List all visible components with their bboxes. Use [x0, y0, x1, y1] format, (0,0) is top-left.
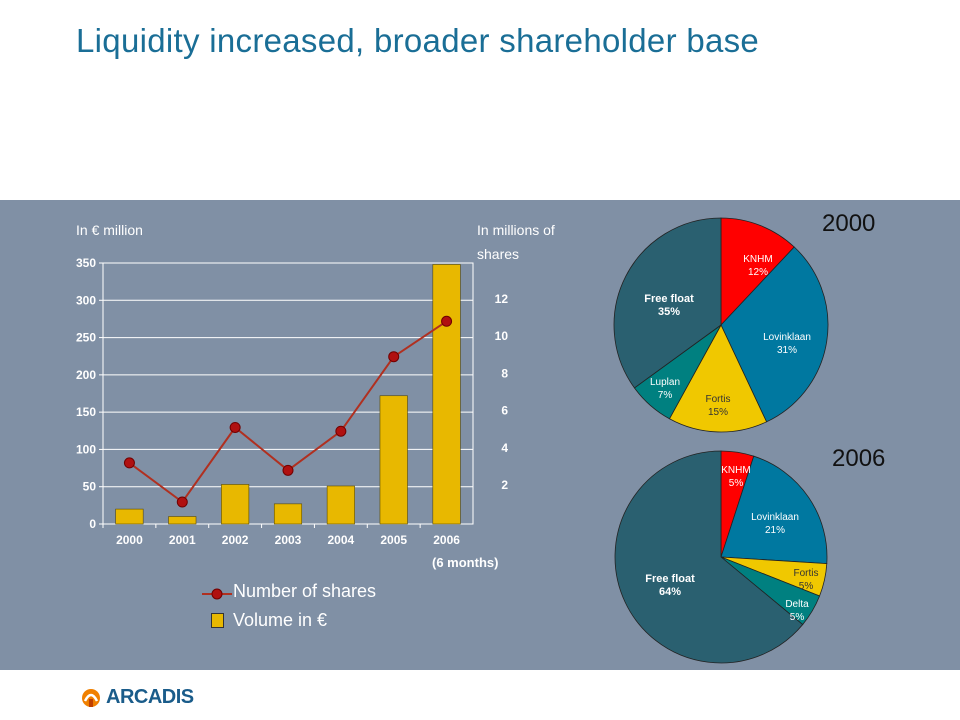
pie-slice: [720, 246, 829, 423]
x-tick-label: 2004: [328, 533, 355, 547]
pie-slice-label: Free float: [644, 293, 694, 305]
pie-slice-label: KNHM: [743, 254, 772, 265]
x-note: (6 months): [432, 555, 499, 570]
pie-slice-pct: 35%: [658, 306, 680, 318]
y-tick-label: 0: [89, 517, 96, 531]
y2-tick-label: 10: [495, 329, 509, 343]
pie-slice-label: Free float: [645, 573, 695, 585]
shares-point: [176, 496, 188, 508]
pie-slice: [720, 217, 795, 327]
legend-number-of-shares: Number of shares: [233, 581, 377, 601]
pie-slice-label: KNHM: [721, 465, 750, 476]
left-axis-label: In € million: [76, 222, 143, 238]
y2-tick-label: 12: [495, 292, 509, 306]
pie-slice: [613, 217, 722, 389]
legend-line-icon: [202, 588, 232, 600]
x-tick-label: 2005: [380, 533, 407, 547]
bar: [326, 485, 355, 525]
pie-slice-pct: 7%: [658, 390, 673, 401]
pie-slice-pct: 12%: [748, 267, 768, 278]
pie-2006-title: 2006: [832, 445, 886, 472]
pie-slice-pct: 21%: [765, 525, 785, 536]
y-tick-label: 300: [76, 293, 96, 307]
pie-slice-pct: 15%: [708, 407, 728, 418]
y-tick-label: 350: [76, 256, 96, 270]
x-tick-label: 2000: [116, 533, 143, 547]
pie-slice: [614, 450, 804, 664]
bar: [168, 516, 197, 525]
bar: [115, 508, 144, 525]
bar: [273, 503, 303, 525]
right-axis-label-line2: shares: [477, 246, 520, 262]
y2-tick-label: 8: [501, 366, 508, 380]
pie-slice-pct: 5%: [729, 478, 744, 489]
pie-slice-label: Fortis: [706, 394, 731, 405]
pie-slice-label: Lovinklaan: [763, 332, 811, 343]
pie-slice: [720, 455, 828, 565]
y-tick-label: 250: [76, 331, 96, 345]
logo: ARCADIS: [80, 686, 194, 709]
bar: [432, 264, 461, 525]
pie-slice-label: Lovinklaan: [751, 512, 799, 523]
y-tick-label: 200: [76, 368, 96, 382]
page-title: Liquidity increased, broader shareholder…: [76, 22, 760, 59]
right-axis-label-line1: In millions of: [477, 222, 555, 238]
pie-slice-pct: 31%: [777, 345, 797, 356]
y-tick-label: 50: [83, 480, 97, 494]
bar: [379, 395, 408, 525]
arcadis-logo-icon: [82, 688, 100, 707]
pie-slice-label: Luplan: [650, 377, 680, 388]
legend-volume: Volume in €: [233, 610, 328, 630]
shares-point: [388, 351, 400, 363]
pie-slice-pct: 64%: [659, 586, 681, 598]
x-tick-label: 2002: [222, 533, 249, 547]
y2-tick-label: 6: [501, 404, 508, 418]
y-tick-label: 150: [76, 405, 96, 419]
shares-point: [335, 425, 347, 437]
shares-point: [123, 457, 135, 469]
shares-point: [441, 315, 453, 327]
legend-bar-swatch: [211, 613, 224, 628]
pie-slice-pct: 5%: [799, 581, 814, 592]
x-tick-label: 2001: [169, 533, 196, 547]
shares-point: [282, 464, 294, 476]
x-tick-label: 2006: [433, 533, 460, 547]
pie-2000-title: 2000: [822, 210, 876, 237]
pie-slice-label: Delta: [785, 599, 809, 610]
y2-tick-label: 4: [501, 441, 508, 455]
x-tick-label: 2003: [275, 533, 302, 547]
logo-text: ARCADIS: [106, 686, 194, 708]
pie-slice-pct: 5%: [790, 612, 805, 623]
bar: [221, 484, 250, 525]
y2-tick-label: 2: [501, 478, 508, 492]
pie-slice: [668, 324, 768, 433]
pie-slice-label: Fortis: [794, 568, 819, 579]
y-tick-label: 100: [76, 442, 96, 456]
shares-point: [229, 421, 241, 433]
